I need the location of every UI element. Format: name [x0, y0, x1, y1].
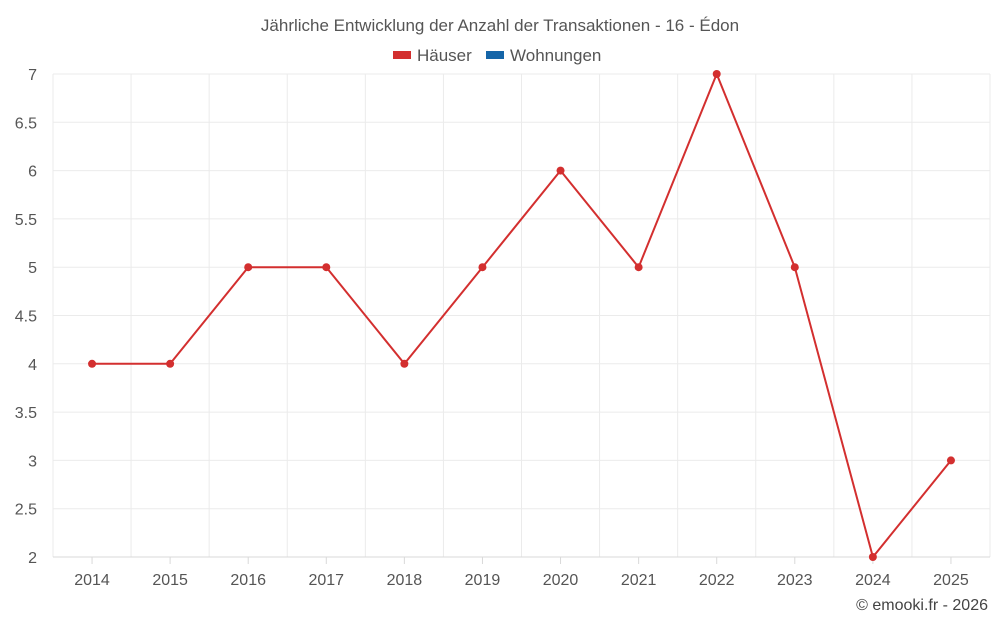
chart-title: Jährliche Entwicklung der Anzahl der Tra…	[261, 16, 739, 35]
data-point[interactable]	[244, 263, 253, 272]
y-tick-label: 7	[28, 67, 37, 84]
data-point[interactable]	[322, 263, 331, 272]
series-line	[92, 73, 952, 558]
credit-text: © emooki.fr - 2026	[856, 597, 988, 614]
y-tick-label: 2	[28, 550, 37, 567]
series-hauser	[88, 70, 955, 561]
x-tick-label: 2023	[777, 572, 813, 589]
x-tick-label: 2022	[699, 572, 735, 589]
legend-label-wohnungen[interactable]: Wohnungen	[510, 46, 601, 65]
grid	[52, 73, 991, 558]
y-tick-label: 5	[28, 260, 37, 277]
data-point[interactable]	[790, 263, 799, 272]
y-tick-label: 6.5	[15, 115, 37, 132]
data-point[interactable]	[634, 263, 643, 272]
x-tick-label: 2021	[621, 572, 657, 589]
y-tick-label: 5.5	[15, 212, 37, 229]
y-tick-label: 2.5	[15, 502, 37, 519]
y-tick-label: 6	[28, 164, 37, 181]
legend-label-hauser[interactable]: Häuser	[417, 46, 472, 65]
legend-swatch-wohnungen	[486, 51, 504, 59]
data-point[interactable]	[556, 166, 565, 175]
x-tick-label: 2015	[152, 572, 188, 589]
x-tick-label: 2018	[387, 572, 423, 589]
y-tick-label: 4.5	[15, 309, 37, 326]
x-tick-label: 2024	[855, 572, 891, 589]
x-tick-label: 2025	[933, 572, 969, 589]
y-tick-label: 3.5	[15, 405, 37, 422]
data-point[interactable]	[88, 359, 97, 368]
x-tick-label: 2016	[230, 572, 266, 589]
data-point[interactable]	[478, 263, 487, 272]
legend-swatch-hauser	[393, 51, 411, 59]
data-point[interactable]	[946, 456, 955, 465]
data-point[interactable]	[166, 359, 175, 368]
data-point[interactable]	[712, 70, 721, 78]
legend: Häuser Wohnungen	[393, 46, 601, 65]
y-axis-ticks: 2 2.5 3 3.5 4 4.5 5 5.5 6 6.5 7	[15, 67, 37, 567]
x-tick-label: 2017	[308, 572, 344, 589]
x-tick-label: 2019	[465, 572, 501, 589]
y-tick-label: 3	[28, 453, 37, 470]
data-point[interactable]	[400, 359, 409, 368]
x-tick-label: 2014	[74, 572, 110, 589]
data-point[interactable]	[868, 553, 877, 561]
x-axis-ticks: 2014 2015 2016 2017 2018 2019 2020 2021 2022 2023…	[74, 557, 969, 589]
x-tick-label: 2020	[543, 572, 579, 589]
y-tick-label: 4	[28, 357, 37, 374]
